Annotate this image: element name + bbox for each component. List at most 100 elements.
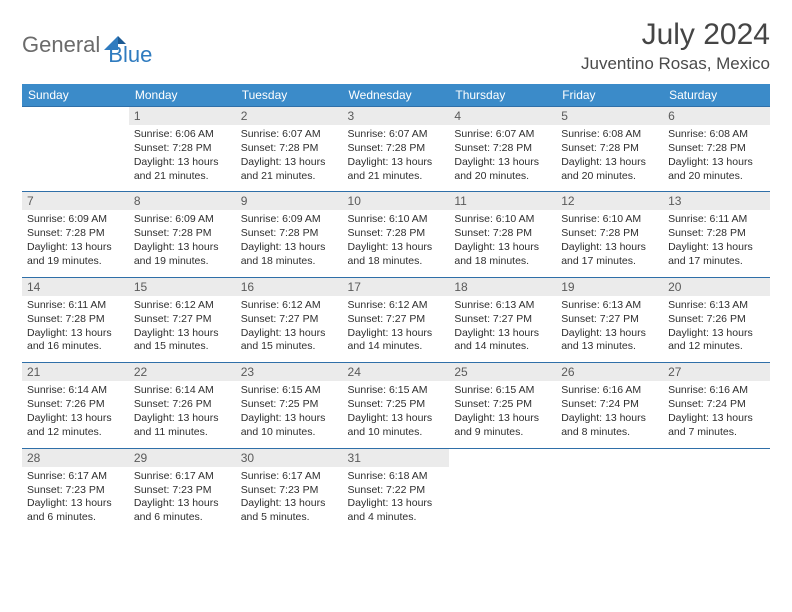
day-number-empty	[22, 107, 129, 125]
day-number: 7	[22, 192, 129, 210]
day-info: Sunrise: 6:11 AMSunset: 7:28 PMDaylight:…	[663, 210, 770, 276]
day-number: 16	[236, 278, 343, 296]
day-info: Sunrise: 6:09 AMSunset: 7:28 PMDaylight:…	[236, 210, 343, 276]
day-info: Sunrise: 6:07 AMSunset: 7:28 PMDaylight:…	[449, 125, 556, 191]
daylight-text-1: Daylight: 13 hours	[348, 156, 445, 170]
day-info-empty	[449, 467, 556, 529]
daylight-text-1: Daylight: 13 hours	[668, 241, 765, 255]
brand-text-general: General	[22, 32, 100, 58]
day-info: Sunrise: 6:13 AMSunset: 7:27 PMDaylight:…	[556, 296, 663, 362]
calendar-day-cell: 20 Sunrise: 6:13 AMSunset: 7:26 PMDayligh…	[663, 277, 770, 362]
day-number: 26	[556, 363, 663, 381]
sunrise-text: Sunrise: 6:09 AM	[134, 213, 231, 227]
daylight-text-1: Daylight: 13 hours	[134, 241, 231, 255]
sunset-text: Sunset: 7:28 PM	[561, 142, 658, 156]
day-number: 11	[449, 192, 556, 210]
calendar-day-cell: 22Sunrise: 6:14 AMSunset: 7:26 PMDayligh…	[129, 363, 236, 448]
sunset-text: Sunset: 7:25 PM	[241, 398, 338, 412]
day-number: 18	[449, 278, 556, 296]
calendar-day-cell: 12Sunrise: 6:10 AMSunset: 7:28 PMDayligh…	[556, 192, 663, 277]
daylight-text-2: and 12 minutes.	[27, 426, 124, 440]
sunset-text: Sunset: 7:27 PM	[454, 313, 551, 327]
weekday-header: Monday	[129, 84, 236, 107]
calendar-day-cell: 15Sunrise: 6:12 AMSunset: 7:27 PMDayligh…	[129, 277, 236, 362]
day-number: 3	[343, 107, 450, 125]
sunrise-text: Sunrise: 6:14 AM	[134, 384, 231, 398]
day-number: 27	[663, 363, 770, 381]
calendar-day-cell: 23Sunrise: 6:15 AMSunset: 7:25 PMDayligh…	[236, 363, 343, 448]
day-number: 6	[663, 107, 770, 125]
calendar-day-cell: 5Sunrise: 6:08 AMSunset: 7:28 PMDaylight…	[556, 107, 663, 192]
calendar-day-cell: 21Sunrise: 6:14 AMSunset: 7:26 PMDayligh…	[22, 363, 129, 448]
daylight-text-1: Daylight: 13 hours	[348, 412, 445, 426]
daylight-text-1: Daylight: 13 hours	[27, 241, 124, 255]
sunrise-text: Sunrise: 6:13 AM	[668, 299, 765, 313]
day-number: 20	[663, 278, 770, 296]
calendar-day-cell: 6Sunrise: 6:08 AMSunset: 7:28 PMDaylight…	[663, 107, 770, 192]
day-info: Sunrise: 6:14 AMSunset: 7:26 PMDaylight:…	[129, 381, 236, 447]
calendar-day-cell: 2Sunrise: 6:07 AMSunset: 7:28 PMDaylight…	[236, 107, 343, 192]
sunset-text: Sunset: 7:26 PM	[134, 398, 231, 412]
sunrise-text: Sunrise: 6:07 AM	[454, 128, 551, 142]
sunset-text: Sunset: 7:25 PM	[348, 398, 445, 412]
sunrise-text: Sunrise: 6:18 AM	[348, 470, 445, 484]
sunset-text: Sunset: 7:26 PM	[668, 313, 765, 327]
calendar-day-cell	[556, 448, 663, 533]
daylight-text-2: and 13 minutes.	[561, 340, 658, 354]
day-info-empty	[22, 125, 129, 187]
daylight-text-1: Daylight: 13 hours	[241, 156, 338, 170]
day-info: Sunrise: 6:14 AMSunset: 7:26 PMDaylight:…	[22, 381, 129, 447]
day-info: Sunrise: 6:12 AMSunset: 7:27 PMDaylight:…	[236, 296, 343, 362]
day-number: 5	[556, 107, 663, 125]
day-info: Sunrise: 6:09 AMSunset: 7:28 PMDaylight:…	[22, 210, 129, 276]
daylight-text-2: and 17 minutes.	[668, 255, 765, 269]
daylight-text-2: and 8 minutes.	[561, 426, 658, 440]
weekday-header: Thursday	[449, 84, 556, 107]
calendar-day-cell: 29Sunrise: 6:17 AMSunset: 7:23 PMDayligh…	[129, 448, 236, 533]
sunset-text: Sunset: 7:27 PM	[134, 313, 231, 327]
calendar-day-cell: 9Sunrise: 6:09 AMSunset: 7:28 PMDaylight…	[236, 192, 343, 277]
calendar-day-cell: 16Sunrise: 6:12 AMSunset: 7:27 PMDayligh…	[236, 277, 343, 362]
day-info: Sunrise: 6:13 AMSunset: 7:27 PMDaylight:…	[449, 296, 556, 362]
daylight-text-1: Daylight: 13 hours	[27, 497, 124, 511]
day-number: 19	[556, 278, 663, 296]
day-info: Sunrise: 6:09 AMSunset: 7:28 PMDaylight:…	[129, 210, 236, 276]
calendar-day-cell	[22, 107, 129, 192]
daylight-text-2: and 16 minutes.	[27, 340, 124, 354]
sunrise-text: Sunrise: 6:12 AM	[134, 299, 231, 313]
calendar-day-cell: 14Sunrise: 6:11 AMSunset: 7:28 PMDayligh…	[22, 277, 129, 362]
calendar-day-cell: 30Sunrise: 6:17 AMSunset: 7:23 PMDayligh…	[236, 448, 343, 533]
calendar-day-cell: 8Sunrise: 6:09 AMSunset: 7:28 PMDaylight…	[129, 192, 236, 277]
sunset-text: Sunset: 7:28 PM	[134, 142, 231, 156]
sunset-text: Sunset: 7:28 PM	[27, 227, 124, 241]
sunrise-text: Sunrise: 6:15 AM	[454, 384, 551, 398]
calendar-week-row: 14Sunrise: 6:11 AMSunset: 7:28 PMDayligh…	[22, 277, 770, 362]
daylight-text-2: and 19 minutes.	[134, 255, 231, 269]
daylight-text-2: and 18 minutes.	[348, 255, 445, 269]
calendar-body: 1Sunrise: 6:06 AMSunset: 7:28 PMDaylight…	[22, 107, 770, 534]
day-number: 1	[129, 107, 236, 125]
daylight-text-1: Daylight: 13 hours	[668, 327, 765, 341]
day-info: Sunrise: 6:17 AMSunset: 7:23 PMDaylight:…	[236, 467, 343, 533]
daylight-text-1: Daylight: 13 hours	[668, 156, 765, 170]
sunset-text: Sunset: 7:28 PM	[668, 142, 765, 156]
daylight-text-1: Daylight: 13 hours	[454, 327, 551, 341]
day-number: 24	[343, 363, 450, 381]
calendar-day-cell: 17Sunrise: 6:12 AMSunset: 7:27 PMDayligh…	[343, 277, 450, 362]
day-info-empty	[556, 467, 663, 529]
location-label: Juventino Rosas, Mexico	[581, 54, 770, 74]
page-header: General Blue July 2024 Juventino Rosas, …	[22, 18, 770, 74]
daylight-text-2: and 15 minutes.	[134, 340, 231, 354]
calendar-day-cell: 28Sunrise: 6:17 AMSunset: 7:23 PMDayligh…	[22, 448, 129, 533]
calendar-day-cell: 1Sunrise: 6:06 AMSunset: 7:28 PMDaylight…	[129, 107, 236, 192]
daylight-text-2: and 10 minutes.	[241, 426, 338, 440]
calendar-week-row: 7Sunrise: 6:09 AMSunset: 7:28 PMDaylight…	[22, 192, 770, 277]
day-number: 23	[236, 363, 343, 381]
sunset-text: Sunset: 7:28 PM	[668, 227, 765, 241]
brand-text-blue: Blue	[108, 42, 152, 68]
daylight-text-2: and 14 minutes.	[348, 340, 445, 354]
day-number: 31	[343, 449, 450, 467]
daylight-text-2: and 5 minutes.	[241, 511, 338, 525]
sunset-text: Sunset: 7:28 PM	[348, 142, 445, 156]
day-number: 4	[449, 107, 556, 125]
